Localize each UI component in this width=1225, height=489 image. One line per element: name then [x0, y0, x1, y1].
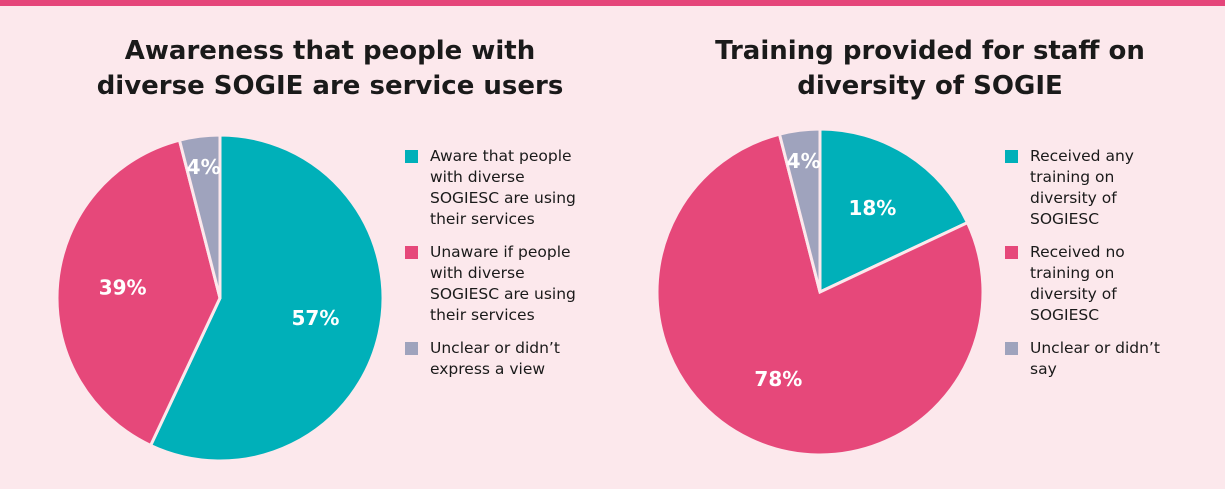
- pie-slice: [148, 133, 385, 463]
- pie-chart: 18% 78% 4%: [655, 127, 985, 457]
- slice-label: 39%: [99, 275, 147, 299]
- pie-slice: [777, 127, 822, 293]
- legend-swatch: [1005, 150, 1018, 163]
- legend-label: Aware that people with diverse SOGIESC a…: [430, 147, 576, 228]
- slice-label: 4%: [787, 149, 821, 173]
- pie-slice: [55, 138, 222, 448]
- pie-slice: [655, 132, 985, 457]
- chart-title: Awareness that people with diverse SOGIE…: [96, 36, 564, 101]
- slice-label: 57%: [292, 306, 340, 330]
- chart-panel: Awareness that people with diverse SOGIE…: [0, 6, 612, 489]
- legend-label: Unaware if people with diverse SOGIESC a…: [430, 243, 576, 324]
- legend-item: Aware that people with diverse SOGIESC a…: [405, 146, 580, 230]
- legend-swatch: [405, 246, 418, 259]
- legend-item: Unclear or didn’t express a view: [405, 338, 580, 380]
- pie-slice: [177, 133, 222, 299]
- legend-label: Received no training on diversity of SOG…: [1030, 243, 1125, 324]
- pie-chart: 57% 39% 4%: [55, 133, 385, 463]
- slice-label: 18%: [848, 196, 896, 220]
- pie-slice: [818, 127, 970, 295]
- legend-swatch: [1005, 246, 1018, 259]
- legend-item: Received any training on diversity of SO…: [1005, 146, 1180, 230]
- legend-item: Unclear or didn’t say: [1005, 338, 1180, 380]
- slice-label: 4%: [187, 155, 221, 179]
- legend-item: Unaware if people with diverse SOGIESC a…: [405, 242, 580, 326]
- chart-panel: Training provided for staff on diversity…: [600, 6, 1212, 489]
- legend-swatch: [1005, 342, 1018, 355]
- legend-label: Unclear or didn’t say: [1030, 339, 1160, 378]
- legend-label: Unclear or didn’t express a view: [430, 339, 560, 378]
- legend-swatch: [405, 150, 418, 163]
- legend-label: Received any training on diversity of SO…: [1030, 147, 1134, 228]
- legend: Received any training on diversity of SO…: [1005, 146, 1180, 392]
- legend: Aware that people with diverse SOGIESC a…: [405, 146, 580, 392]
- legend-swatch: [405, 342, 418, 355]
- legend-item: Received no training on diversity of SOG…: [1005, 242, 1180, 326]
- slice-label: 78%: [754, 367, 802, 391]
- chart-title: Training provided for staff on diversity…: [715, 36, 1145, 101]
